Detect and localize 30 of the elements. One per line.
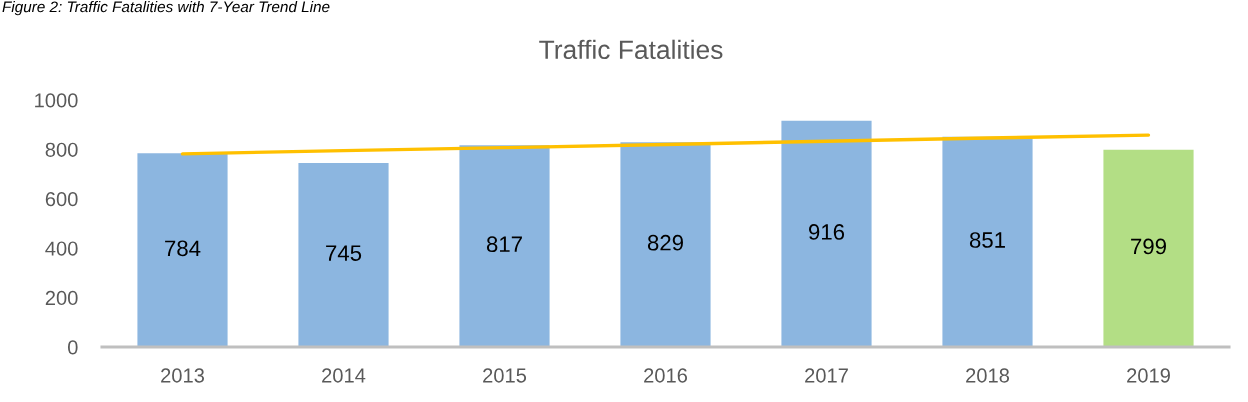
y-tick-label: 200 <box>45 290 78 306</box>
x-tick-label: 2018 <box>966 368 1010 383</box>
bar <box>459 145 550 347</box>
bar <box>620 142 711 347</box>
y-tick-label: 600 <box>45 192 78 207</box>
data-label: 799 <box>1131 238 1166 255</box>
y-tick-label: 800 <box>45 142 78 157</box>
x-tick-label: 2016 <box>644 368 688 383</box>
data-label: 916 <box>809 224 845 240</box>
x-tick-label: 2014 <box>322 368 366 383</box>
data-label: 745 <box>326 245 362 261</box>
bar <box>298 162 389 347</box>
bar <box>1103 149 1194 347</box>
x-tick-label: 2017 <box>805 368 848 383</box>
data-label: 784 <box>165 240 201 257</box>
line-series <box>180 133 1151 156</box>
bar <box>781 120 872 347</box>
y-tick-label: 400 <box>45 241 78 256</box>
data-label: 817 <box>486 236 522 253</box>
data-label: 829 <box>647 234 683 251</box>
data-label: 851 <box>969 232 1005 248</box>
bar <box>137 153 228 347</box>
y-tick-label: 1000 <box>35 93 78 108</box>
x-tick-label: 2015 <box>483 368 527 383</box>
x-tick-label: 2019 <box>1127 368 1170 383</box>
chart-title: Traffic Fatalities <box>539 39 723 60</box>
x-tick-label: 2013 <box>161 368 205 383</box>
y-tick-label: 0 <box>67 340 78 355</box>
bar <box>942 136 1033 347</box>
caption: Figure 2: Traffic Fatalities with 7-Year Trend Line <box>2 1 330 16</box>
